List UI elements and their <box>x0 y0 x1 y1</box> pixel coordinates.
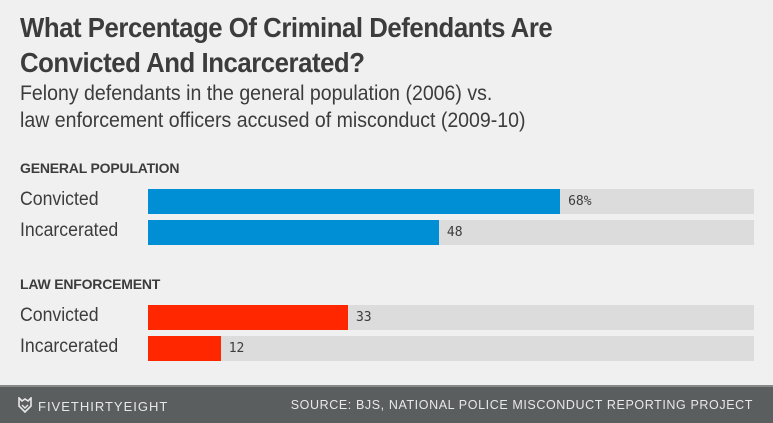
brand-name: FIVETHIRTYEIGHT <box>38 399 169 414</box>
source-text: SOURCE: BJS, NATIONAL POLICE MISCONDUCT … <box>290 398 753 412</box>
value-label-law-convicted: 33 <box>355 310 372 325</box>
row-label-general-convicted: Convicted <box>20 189 99 210</box>
bar-general-convicted <box>148 189 561 214</box>
group-label-law-enforcement: LAW ENFORCEMENT <box>20 276 161 292</box>
value-label-general-incarcerated: 48 <box>446 225 463 240</box>
group-label-general-population: GENERAL POPULATION <box>20 160 180 176</box>
subtitle-line-2: law enforcement officers accused of misc… <box>20 109 526 132</box>
row-label-general-incarcerated: Incarcerated <box>20 220 119 241</box>
value-label-law-incarcerated: 12 <box>228 341 245 356</box>
bar-track-law-convicted: 33 <box>148 305 754 330</box>
row-label-law-incarcerated: Incarcerated <box>20 336 119 357</box>
value-label-general-convicted: 68% <box>568 194 592 209</box>
bar-general-incarcerated <box>148 220 439 245</box>
chart-subtitle: Felony defendants in the general populat… <box>20 80 526 134</box>
chart-title: What Percentage Of Criminal Defendants A… <box>20 10 553 80</box>
chart-title-line-1: What Percentage Of Criminal Defendants A… <box>20 12 553 43</box>
bar-track-law-incarcerated: 12 <box>148 336 754 361</box>
subtitle-line-1: Felony defendants in the general populat… <box>20 82 493 105</box>
row-label-law-convicted: Convicted <box>20 305 99 326</box>
bar-track-general-incarcerated: 48 <box>148 220 754 245</box>
bar-law-incarcerated <box>148 336 221 361</box>
fox-icon <box>18 396 32 416</box>
chart-title-line-2: Convicted And Incarcerated? <box>20 47 365 78</box>
bar-track-general-convicted: 68% <box>148 189 754 214</box>
brand-logo[interactable]: FIVETHIRTYEIGHT <box>18 396 169 416</box>
bar-law-convicted <box>148 305 348 330</box>
footer-bar: FIVETHIRTYEIGHT SOURCE: BJS, NATIONAL PO… <box>0 385 773 423</box>
